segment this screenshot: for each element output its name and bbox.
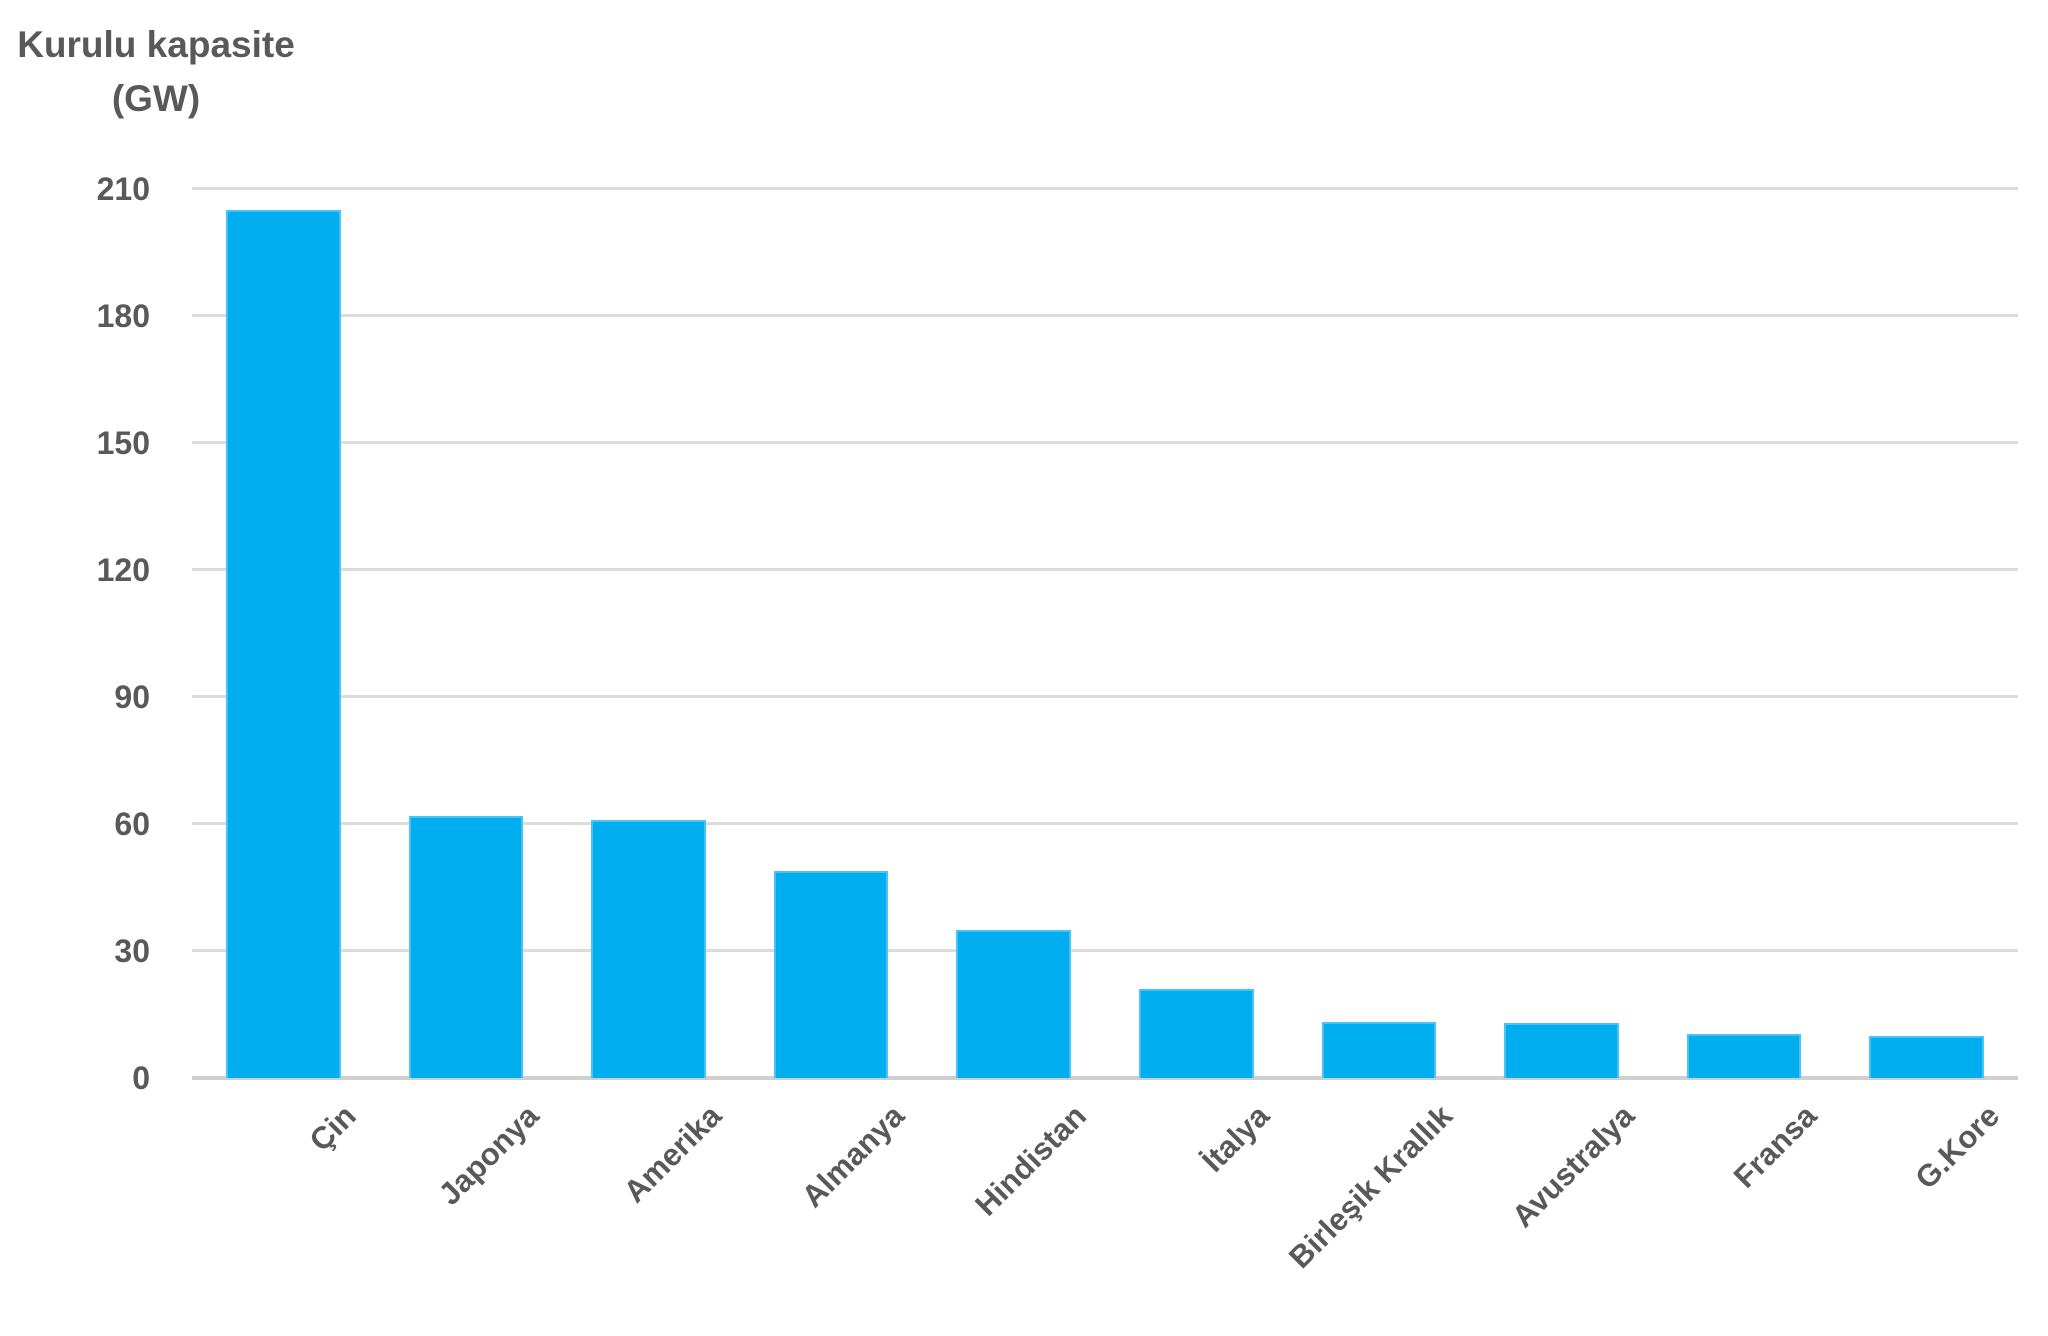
bar-G.Kore: [1869, 1035, 1984, 1078]
bar-slot: [1653, 189, 1836, 1078]
gridline-150: [192, 441, 2018, 444]
bar-Japonya: [408, 815, 524, 1078]
gridline-120: [192, 568, 2018, 571]
gridline-210: [192, 187, 2018, 190]
gridline-180: [192, 314, 2018, 317]
bar-slot: [1470, 189, 1653, 1078]
x-tick-label-Almanya: Almanya: [794, 1098, 911, 1215]
bar-slot: [557, 189, 740, 1078]
x-tick-label-Birleşik Krallık: Birleşik Krallık: [1281, 1098, 1459, 1276]
y-tick-label-210: 210: [96, 171, 150, 207]
gridline-30: [192, 949, 2018, 952]
x-tick-label-Çin: Çin: [303, 1098, 364, 1159]
x-tick-label-Fransa: Fransa: [1727, 1098, 1824, 1195]
gridline-90: [192, 695, 2018, 698]
bar-slot: [192, 189, 375, 1078]
bar-Birleşik Krallık: [1321, 1021, 1437, 1078]
bar-slot: [1835, 189, 2018, 1078]
bars: [192, 189, 2018, 1078]
bar-Fransa: [1686, 1033, 1802, 1078]
gridline-60: [192, 822, 2018, 825]
y-tick-label-180: 180: [96, 298, 150, 334]
y-axis-labels: 0 30 60 90 120 150 180 210: [0, 0, 150, 1336]
y-tick-label-150: 150: [96, 425, 150, 461]
bar-Hindistan: [956, 929, 1071, 1078]
bar-Çin: [226, 210, 341, 1078]
bar-İtalya: [1139, 989, 1254, 1078]
y-tick-label-90: 90: [114, 679, 150, 715]
bar-Almanya: [773, 870, 889, 1078]
bar-Amerika: [591, 819, 706, 1078]
y-tick-label-30: 30: [114, 933, 150, 969]
x-tick-label-Japonya: Japonya: [431, 1098, 546, 1212]
bar-slot: [1105, 189, 1288, 1078]
bar-slot: [740, 189, 923, 1078]
x-axis-line: [192, 1076, 2018, 1080]
bar-slot: [922, 189, 1105, 1078]
plot-area: [192, 187, 2018, 1080]
bar-slot: [375, 189, 558, 1078]
y-tick-label-60: 60: [114, 806, 150, 842]
y-tick-label-0: 0: [132, 1060, 150, 1096]
x-tick-label-Hindistan: Hindistan: [968, 1098, 1094, 1223]
bar-slot: [1288, 189, 1471, 1078]
x-tick-label-G.Kore: G.Kore: [1908, 1098, 2007, 1196]
x-tick-label-Amerika: Amerika: [616, 1098, 729, 1210]
chart-title: Kurulu kapasite (GW): [17, 24, 295, 119]
x-axis-labels: Çin Japonya Amerika Almanya Hindistan İtalya B…: [192, 1098, 2018, 1336]
x-tick-label-İtalya: İtalya: [1195, 1098, 1277, 1179]
bar-Avustralya: [1504, 1022, 1619, 1078]
y-tick-label-120: 120: [96, 552, 150, 588]
x-tick-label-Avustralya: Avustralya: [1505, 1098, 1642, 1235]
